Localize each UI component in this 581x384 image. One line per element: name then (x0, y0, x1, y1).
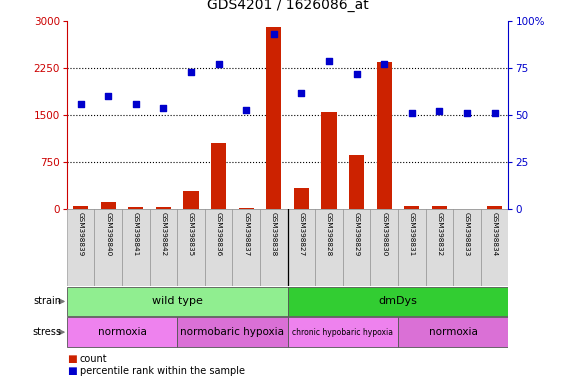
Bar (73, 205, 88, 209)
Bar (425, 209, 453, 286)
Bar (67, 287, 288, 316)
Point (379, 61, 389, 68)
Text: GSM398837: GSM398837 (243, 212, 249, 256)
Text: normoxia: normoxia (429, 327, 478, 337)
Bar (343, 209, 371, 286)
Text: chronic hypobaric hypoxia: chronic hypobaric hypoxia (292, 328, 393, 337)
Text: GSM398830: GSM398830 (381, 212, 387, 256)
Bar (398, 209, 425, 286)
Text: GSM398840: GSM398840 (105, 212, 111, 256)
Bar (177, 209, 205, 286)
Bar (67, 209, 94, 286)
Text: normoxia: normoxia (98, 327, 146, 337)
Point (103, 93, 113, 99)
Bar (205, 209, 232, 286)
Bar (184, 191, 199, 209)
Bar (67, 318, 177, 347)
Text: GSM398839: GSM398839 (78, 212, 84, 256)
Text: count: count (80, 354, 107, 364)
Text: ■: ■ (67, 354, 77, 364)
Text: stress: stress (32, 327, 61, 337)
Bar (128, 207, 144, 209)
Text: normobaric hypoxia: normobaric hypoxia (180, 327, 285, 337)
Bar (404, 206, 419, 209)
Text: GSM398841: GSM398841 (133, 212, 139, 256)
Bar (294, 188, 309, 209)
Bar (315, 209, 343, 286)
Bar (150, 209, 177, 286)
Text: ■: ■ (67, 366, 77, 376)
Bar (432, 205, 447, 209)
Text: GSM398836: GSM398836 (216, 212, 221, 256)
Text: GSM398828: GSM398828 (326, 212, 332, 256)
Point (131, 101, 141, 107)
Point (242, 106, 251, 113)
Text: GSM398838: GSM398838 (271, 212, 277, 256)
Point (462, 110, 472, 116)
Bar (94, 209, 122, 286)
Bar (376, 62, 392, 209)
Bar (481, 209, 508, 286)
Bar (101, 202, 116, 209)
Bar (156, 207, 171, 209)
Bar (260, 209, 288, 286)
Bar (487, 206, 502, 209)
Text: dmDys: dmDys (379, 296, 417, 306)
Text: GDS4201 / 1626086_at: GDS4201 / 1626086_at (207, 0, 368, 12)
Text: strain: strain (33, 296, 61, 306)
Point (435, 108, 444, 114)
Point (269, 31, 278, 37)
Point (324, 58, 333, 64)
Bar (288, 209, 315, 286)
Bar (122, 209, 150, 286)
Point (214, 61, 223, 68)
Bar (288, 318, 398, 347)
Bar (266, 27, 281, 209)
Text: GSM398842: GSM398842 (160, 212, 166, 256)
Bar (371, 209, 398, 286)
Bar (211, 144, 226, 209)
Text: GSM398834: GSM398834 (492, 212, 497, 256)
Point (76, 101, 85, 107)
Text: GSM398827: GSM398827 (299, 212, 304, 256)
Bar (321, 112, 336, 209)
Text: percentile rank within the sample: percentile rank within the sample (80, 366, 245, 376)
Bar (398, 318, 508, 347)
Text: wild type: wild type (152, 296, 203, 306)
Text: GSM398835: GSM398835 (188, 212, 194, 256)
Point (297, 89, 306, 96)
Point (159, 104, 168, 111)
Text: GSM398832: GSM398832 (436, 212, 442, 256)
Bar (288, 287, 508, 316)
Bar (232, 209, 260, 286)
Text: GSM398829: GSM398829 (354, 212, 360, 256)
Bar (177, 318, 288, 347)
Point (490, 110, 499, 116)
Bar (349, 155, 364, 209)
Point (407, 110, 417, 116)
Point (187, 69, 196, 75)
Text: GSM398831: GSM398831 (409, 212, 415, 256)
Bar (239, 208, 254, 209)
Bar (453, 209, 481, 286)
Point (352, 71, 361, 77)
Text: GSM398833: GSM398833 (464, 212, 470, 256)
